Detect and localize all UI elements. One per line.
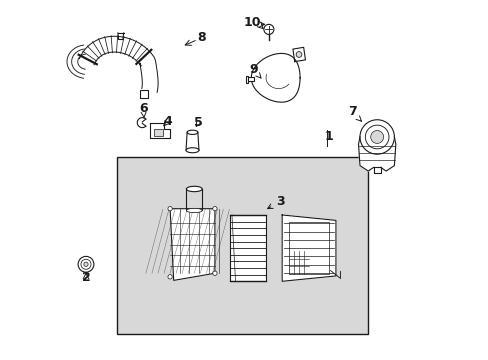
Circle shape xyxy=(81,259,91,269)
Text: 5: 5 xyxy=(194,116,203,129)
Circle shape xyxy=(167,275,172,279)
Circle shape xyxy=(167,207,172,211)
Circle shape xyxy=(296,51,301,57)
Polygon shape xyxy=(150,123,170,138)
Text: 6: 6 xyxy=(139,103,147,118)
Text: 2: 2 xyxy=(81,271,90,284)
Circle shape xyxy=(370,131,383,143)
Circle shape xyxy=(359,120,394,154)
Ellipse shape xyxy=(185,148,199,153)
Bar xyxy=(117,157,367,334)
Bar xyxy=(246,77,254,81)
Bar xyxy=(289,222,328,274)
Text: 8: 8 xyxy=(197,31,205,44)
Polygon shape xyxy=(170,209,214,280)
Text: 4: 4 xyxy=(163,115,171,128)
Text: 1: 1 xyxy=(324,130,332,144)
Text: 3: 3 xyxy=(267,195,284,208)
Text: 9: 9 xyxy=(249,63,261,78)
Bar xyxy=(246,76,248,83)
Text: 10: 10 xyxy=(243,17,261,30)
Circle shape xyxy=(83,262,88,266)
Bar xyxy=(140,90,148,98)
Circle shape xyxy=(264,24,273,35)
Text: 7: 7 xyxy=(347,105,361,121)
Circle shape xyxy=(212,207,217,211)
Bar xyxy=(153,129,163,135)
Circle shape xyxy=(212,271,217,275)
Polygon shape xyxy=(358,137,395,171)
Ellipse shape xyxy=(187,130,198,134)
Polygon shape xyxy=(251,53,300,102)
Circle shape xyxy=(365,125,388,149)
Polygon shape xyxy=(185,132,199,150)
Ellipse shape xyxy=(186,186,202,192)
Polygon shape xyxy=(79,36,158,92)
Circle shape xyxy=(78,256,94,272)
Polygon shape xyxy=(282,215,335,281)
Bar xyxy=(230,215,265,281)
Polygon shape xyxy=(292,47,305,62)
Ellipse shape xyxy=(186,208,202,213)
